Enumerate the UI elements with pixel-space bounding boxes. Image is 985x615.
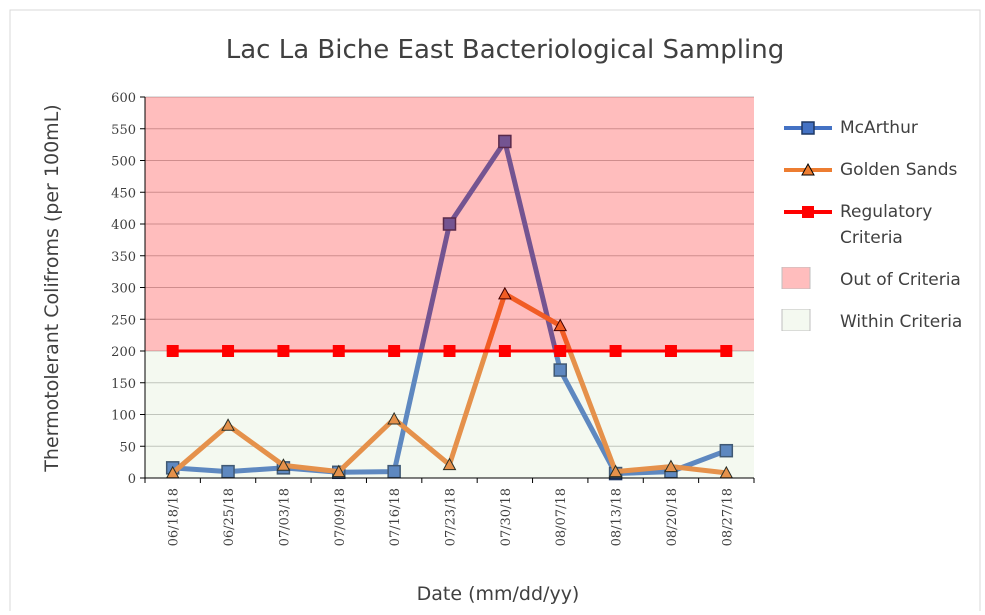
chart-title: Lac La Biche East Bacteriological Sampli… <box>226 35 784 65</box>
legend-swatch <box>784 162 832 176</box>
legend-swatch <box>781 309 811 331</box>
x-tick-label: 06/25/18 <box>222 488 237 546</box>
legend-swatch <box>781 267 811 289</box>
marker <box>276 458 291 471</box>
y-tick-label: 200 <box>111 345 136 360</box>
legend-item: McArthur <box>780 115 980 141</box>
marker <box>332 345 345 357</box>
marker <box>664 345 677 357</box>
legend-swatch <box>784 121 832 135</box>
marker <box>442 217 457 231</box>
legend-label: Golden Sands <box>840 160 958 180</box>
legend-item: Out of Criteria <box>780 267 980 293</box>
y-axis-title: Thermotolerant Colifroms (per 100mL) <box>41 104 63 472</box>
marker <box>388 345 401 357</box>
criteria-area <box>145 351 754 478</box>
marker <box>222 345 235 357</box>
x-tick-label: 07/03/18 <box>277 488 292 546</box>
marker <box>443 345 456 357</box>
y-tick-label: 300 <box>111 282 136 297</box>
x-tick-label: 07/09/18 <box>333 488 348 546</box>
x-tick-label: 08/20/18 <box>665 488 680 546</box>
legend-item: Regulatory Criteria <box>780 199 980 251</box>
y-tick-label: 350 <box>111 250 136 265</box>
marker <box>442 457 457 471</box>
x-tick-label: 07/23/18 <box>444 488 459 546</box>
marker <box>166 345 179 357</box>
y-tick-label: 250 <box>111 313 136 328</box>
legend-label: Out of Criteria <box>840 270 961 290</box>
x-axis-title: Date (mm/dd/yy) <box>417 583 580 605</box>
legend-item: Within Criteria <box>780 309 980 335</box>
marker <box>609 345 622 357</box>
marker <box>801 162 815 176</box>
marker <box>498 345 511 357</box>
marker <box>498 286 512 300</box>
y-tick-label: 50 <box>119 440 136 455</box>
x-tick-label: 08/27/18 <box>720 488 735 546</box>
legend-box <box>781 309 811 331</box>
y-tick-label: 400 <box>111 218 136 233</box>
criteria-area <box>145 97 754 351</box>
x-tick-label: 08/13/18 <box>610 488 625 546</box>
marker <box>498 134 512 149</box>
marker <box>553 318 568 332</box>
marker <box>554 345 567 357</box>
marker <box>664 459 678 473</box>
x-tick-label: 08/07/18 <box>554 488 569 546</box>
y-tick-label: 500 <box>111 155 136 170</box>
marker <box>608 464 623 478</box>
y-tick-label: 550 <box>111 123 136 138</box>
marker <box>719 443 734 458</box>
x-tick-label: 07/16/18 <box>388 488 403 546</box>
marker <box>331 464 346 478</box>
legend-label: Regulatory Criteria <box>840 202 933 248</box>
marker <box>277 345 290 357</box>
marker <box>553 363 567 377</box>
chart-frame <box>9 9 981 615</box>
y-tick-label: 100 <box>111 409 136 424</box>
y-tick-label: 450 <box>111 186 136 201</box>
x-tick-label: 06/18/18 <box>167 488 182 546</box>
legend-label: McArthur <box>840 118 918 138</box>
y-tick-label: 150 <box>111 377 136 392</box>
marker <box>387 411 401 425</box>
marker <box>720 345 733 357</box>
marker <box>221 418 235 431</box>
legend-item: Golden Sands <box>780 157 980 183</box>
marker <box>802 206 814 218</box>
x-tick-label: 07/30/18 <box>499 488 514 546</box>
legend-label: Within Criteria <box>840 312 963 332</box>
y-tick-label: 600 <box>111 91 136 106</box>
legend: McArthur Golden Sands Regulatory Criteria O… <box>780 115 980 351</box>
legend-box <box>781 267 811 289</box>
marker <box>801 121 815 135</box>
legend-swatch <box>784 206 832 218</box>
y-tick-label: 0 <box>128 472 136 487</box>
